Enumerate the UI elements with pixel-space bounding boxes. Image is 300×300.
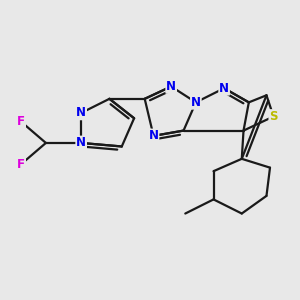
Text: F: F bbox=[17, 115, 25, 128]
Text: N: N bbox=[148, 129, 158, 142]
Text: N: N bbox=[219, 82, 229, 95]
Text: N: N bbox=[76, 106, 86, 119]
Text: N: N bbox=[191, 96, 201, 109]
Text: N: N bbox=[76, 136, 86, 149]
Text: S: S bbox=[269, 110, 278, 123]
Text: F: F bbox=[17, 158, 25, 171]
Text: N: N bbox=[166, 80, 176, 93]
